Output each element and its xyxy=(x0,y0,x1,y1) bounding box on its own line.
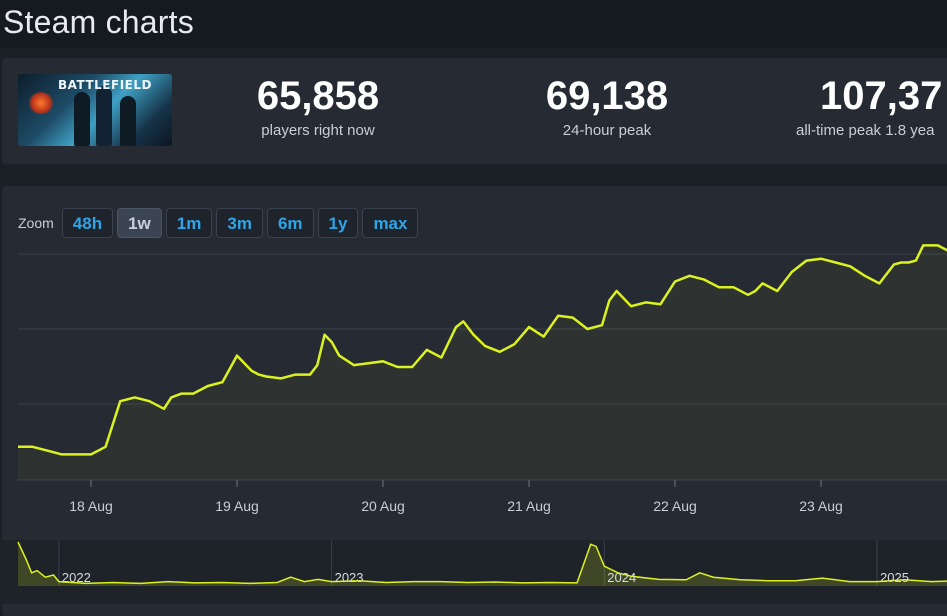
zoom-6m-button[interactable]: 6m xyxy=(266,208,314,238)
x-tick-label: 21 Aug xyxy=(507,498,551,514)
x-tick-label: 23 Aug xyxy=(799,498,843,514)
current-players-value: 65,858 xyxy=(256,74,380,118)
navigator-year-label: 2024 xyxy=(607,570,636,585)
player-count-line xyxy=(18,244,947,456)
x-tick-label: 22 Aug xyxy=(653,498,697,514)
top-bar: Steam charts xyxy=(0,0,947,48)
zoom-controls: Zoom 48h 1w 1m 3m 6m 1y max xyxy=(18,208,422,238)
current-players-label: players right now xyxy=(261,122,375,139)
zoom-1m-button[interactable]: 1m xyxy=(165,208,213,238)
game-cover-image[interactable]: BATTLEFIELD xyxy=(18,74,172,146)
zoom-48h-button[interactable]: 48h xyxy=(61,208,114,238)
stats-card: BATTLEFIELD 65,858 players right now 69,… xyxy=(2,58,947,164)
navigator-grid xyxy=(58,540,878,586)
zoom-3m-button[interactable]: 3m xyxy=(216,208,263,238)
game-logo-text: BATTLEFIELD xyxy=(58,78,152,92)
day-peak-label: 24-hour peak xyxy=(562,122,652,139)
day-peak-value: 69,138 xyxy=(545,74,669,118)
main-chart-area xyxy=(18,245,947,480)
zoom-1w-button[interactable]: 1w xyxy=(117,208,162,238)
navigator-year-label: 2023 xyxy=(335,570,364,585)
zoom-max-button[interactable]: max xyxy=(362,208,419,238)
site-title: Steam charts xyxy=(3,4,194,40)
navigator-x-axis: 2022 2023 2024 2025 xyxy=(62,570,909,585)
zoom-1y-button[interactable]: 1y xyxy=(317,208,359,238)
navigator-year-label: 2025 xyxy=(880,570,909,585)
navigator-year-label: 2022 xyxy=(62,570,91,585)
all-time-peak-stat: 107,37 all-time peak 1.8 yea xyxy=(792,72,947,139)
all-time-peak-value: 107,37 xyxy=(820,74,943,118)
x-tick-label: 20 Aug xyxy=(361,498,405,514)
navigator-line xyxy=(17,541,947,585)
day-peak-stat: 69,138 24-hour peak xyxy=(507,72,707,139)
current-players-stat: 65,858 players right now xyxy=(218,72,418,139)
main-chart-grid xyxy=(18,253,947,481)
all-time-peak-label: all-time peak 1.8 yea xyxy=(796,122,935,139)
navigator-chart[interactable]: 2022 2023 2024 2025 xyxy=(0,540,947,604)
zoom-label: Zoom xyxy=(18,215,54,231)
x-tick-label: 18 Aug xyxy=(69,498,113,514)
x-tick-label: 19 Aug xyxy=(215,498,259,514)
